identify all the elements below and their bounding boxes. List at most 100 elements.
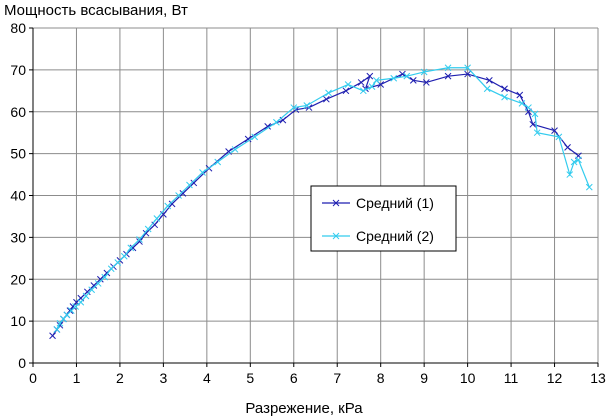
legend-item-1: Средний (1) — [322, 195, 434, 211]
legend-label: Средний (2) — [356, 228, 434, 244]
y-tick-label: 60 — [10, 104, 26, 120]
series-2-point — [390, 74, 398, 82]
series-1-point — [142, 229, 150, 237]
series-2-point — [53, 326, 61, 333]
series-1-point — [464, 70, 471, 78]
series-2-point — [403, 72, 411, 80]
series-1-point — [485, 76, 493, 84]
series-2-point — [175, 192, 182, 199]
series-1-point — [357, 79, 365, 86]
series-2-point — [164, 202, 172, 210]
series-1-point — [97, 275, 104, 283]
series-1-point — [564, 143, 571, 151]
x-tick-label: 8 — [377, 370, 385, 386]
series-2-point — [525, 104, 532, 111]
legend-items: Средний (1) Средний (2) — [322, 195, 434, 244]
series-2-point — [344, 81, 352, 88]
series-1-point — [444, 72, 452, 80]
series-1-point — [160, 210, 167, 218]
axes — [29, 27, 599, 367]
series-2-point — [88, 286, 96, 294]
series-1-point — [136, 238, 143, 245]
legend-box — [310, 185, 457, 252]
series-1-point — [409, 76, 417, 84]
series-1-point — [516, 91, 524, 99]
series-2-point — [186, 181, 193, 189]
series-2-point — [94, 280, 102, 287]
y-tick-label: 80 — [10, 20, 26, 36]
series-1-point — [179, 190, 187, 197]
series-1-point — [66, 307, 74, 315]
series-2-point — [60, 315, 67, 323]
series-1-point — [83, 288, 91, 296]
y-axis-title: Мощность всасывания, Вт — [4, 2, 188, 19]
legend-marker — [332, 199, 340, 207]
series-1-point — [244, 135, 252, 143]
series-2-point — [518, 100, 526, 107]
series-2-point — [77, 298, 85, 306]
series-2-point — [114, 259, 122, 266]
y-tick-label: 70 — [10, 62, 26, 78]
series-2-point — [231, 146, 239, 153]
series-2-point — [575, 156, 582, 164]
series-2-point — [501, 93, 508, 101]
series-2-point — [372, 76, 380, 84]
x-tick-label: 3 — [159, 370, 167, 386]
x-tick-label: 7 — [333, 370, 341, 386]
series-2-point — [290, 104, 298, 111]
legend: Средний (1) Средний (2) — [310, 185, 457, 252]
series-1-point — [264, 123, 272, 130]
x-tick-label: 12 — [547, 370, 563, 386]
series-1-point — [529, 120, 537, 128]
y-tick-label: 10 — [10, 313, 26, 329]
series-1-point — [129, 244, 137, 252]
series-2-point — [359, 87, 367, 95]
x-tick-label: 4 — [203, 370, 211, 386]
x-tick-label: 5 — [246, 370, 254, 386]
series-1-point — [422, 79, 430, 86]
series-2-point — [531, 110, 539, 118]
series-2-point — [368, 83, 376, 90]
series-2-point — [566, 171, 574, 178]
series-2-point — [107, 265, 115, 273]
series-2 — [53, 64, 593, 333]
series-2-point — [444, 64, 452, 72]
y-tick-label: 20 — [10, 271, 26, 287]
series-2-point — [420, 68, 428, 76]
y-tick-label: 50 — [10, 146, 26, 162]
series-2-point — [273, 118, 280, 126]
y-tick-label: 40 — [10, 188, 26, 204]
series-1-point — [342, 87, 350, 95]
series-2-point — [136, 236, 143, 243]
series-2-point — [483, 85, 491, 93]
series-2-point — [199, 169, 206, 176]
series-2-point — [251, 133, 259, 141]
x-tick-label: 10 — [460, 370, 476, 386]
x-tick-label: 13 — [590, 370, 606, 386]
series-2-point — [120, 252, 128, 260]
series-2-point — [56, 319, 64, 327]
series-2-point — [585, 183, 593, 191]
x-tick-label: 1 — [73, 370, 81, 386]
legend-marker — [332, 232, 340, 240]
series-1-point — [323, 95, 330, 103]
x-tick-label: 11 — [504, 370, 519, 386]
series-1-point — [366, 72, 374, 80]
x-tick-label: 9 — [420, 370, 428, 386]
series-1-point — [551, 127, 558, 134]
series-1-point — [501, 85, 508, 93]
series-1-point — [225, 148, 232, 155]
x-tick-label: 6 — [290, 370, 298, 386]
series-1-point — [190, 179, 198, 187]
series-2-point — [82, 292, 90, 300]
x-tick-label: 2 — [116, 370, 124, 386]
series-2-point — [214, 158, 222, 166]
series-1-point — [151, 221, 159, 229]
series-1-point — [49, 332, 56, 340]
series-1-point — [168, 200, 176, 208]
series-2-point — [533, 129, 541, 137]
series-2-point — [144, 225, 152, 233]
series-2-point — [101, 273, 109, 281]
series-2-point — [570, 158, 578, 166]
